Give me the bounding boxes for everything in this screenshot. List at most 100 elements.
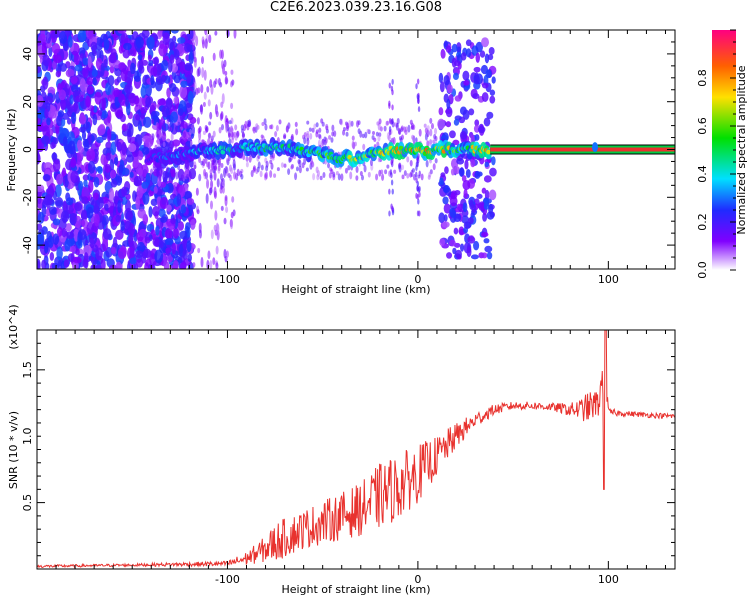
noise-blob [484, 245, 493, 253]
noise-blob [214, 210, 218, 221]
noise-blob [340, 173, 344, 181]
noise-blob [100, 63, 105, 77]
noise-blob [141, 146, 150, 155]
noise-blob [116, 76, 122, 83]
noise-blob [462, 180, 471, 191]
noise-blob [97, 166, 103, 174]
noise-blob [224, 256, 228, 263]
noise-blob [129, 62, 136, 75]
noise-blob [170, 30, 179, 34]
noise-blob [83, 252, 89, 265]
noise-blob [169, 54, 175, 64]
noise-blob [197, 247, 201, 254]
noise-blob [203, 91, 207, 100]
noise-blob [209, 79, 213, 88]
noise-blob [66, 197, 74, 206]
noise-blob [409, 159, 413, 167]
noise-blob [439, 238, 446, 247]
noise-blob [450, 168, 455, 176]
noise-blob [97, 124, 106, 136]
noise-blob [152, 205, 160, 217]
noise-blob [210, 165, 214, 172]
noise-blob [427, 174, 431, 180]
y-tick-label: -40 [21, 236, 34, 254]
noise-blob [94, 91, 102, 105]
noise-blob [121, 167, 130, 176]
noise-blob [491, 76, 496, 84]
noise-blob [328, 135, 332, 140]
noise-blob [388, 100, 391, 107]
noise-blob [388, 129, 392, 136]
noise-blob [118, 92, 123, 104]
noise-blob [453, 166, 461, 175]
y-multiplier-label: (x10^4) [7, 304, 20, 349]
noise-blob [468, 108, 475, 116]
noise-blob [265, 160, 269, 168]
noise-blob [61, 167, 67, 179]
noise-blob [153, 56, 160, 66]
noise-blob [321, 121, 325, 127]
noise-blob [210, 200, 214, 210]
noise-blob [108, 187, 115, 202]
noise-blob [184, 42, 191, 53]
noise-blob [224, 194, 228, 201]
noise-blob [230, 69, 234, 75]
noise-blob [330, 137, 334, 143]
noise-blob [481, 92, 489, 102]
noise-blob [215, 110, 219, 118]
noise-blob [294, 172, 298, 181]
snr-panel: -100 0 100 0.5 1.0 1.5(x10^4) [7, 304, 676, 586]
noise-blob [301, 162, 305, 169]
noise-blob [162, 141, 166, 148]
noise-blob [98, 196, 104, 204]
noise-blob [305, 167, 309, 172]
noise-blob [95, 264, 102, 269]
noise-blob [86, 154, 92, 161]
noise-blob [225, 250, 229, 258]
noise-blob [390, 159, 393, 166]
noise-blob [189, 30, 194, 40]
noise-blob [462, 70, 470, 81]
noise-blob [186, 173, 190, 179]
noise-blob [219, 187, 223, 194]
noise-blob [400, 125, 404, 131]
noise-blob [440, 49, 446, 59]
noise-blob [456, 203, 462, 211]
noise-blob [169, 168, 173, 174]
noise-blob [466, 246, 472, 258]
noise-blob [486, 111, 494, 119]
noise-blob [52, 137, 59, 145]
noise-blob [488, 189, 497, 201]
colorbar-tick-label: 0.0 [696, 261, 709, 279]
noise-blob [197, 127, 201, 134]
noise-blob [82, 66, 89, 79]
noise-blob [471, 204, 477, 214]
noise-blob [162, 132, 166, 137]
noise-blob [470, 159, 476, 168]
noise-blob [144, 236, 151, 244]
noise-blob [219, 49, 223, 59]
noise-blob [105, 82, 112, 96]
noise-blob [92, 192, 99, 201]
noise-blob [101, 214, 110, 226]
noise-blob [48, 45, 53, 58]
noise-blob [66, 231, 75, 239]
noise-blob [377, 135, 381, 142]
noise-blob [81, 130, 87, 141]
noise-blob [166, 142, 170, 147]
noise-blob [295, 128, 299, 136]
noise-blob [215, 262, 219, 269]
noise-blob [390, 179, 394, 186]
noise-blob [376, 121, 380, 126]
noise-blob [453, 242, 461, 248]
noise-blob [59, 62, 67, 72]
noise-blob [209, 111, 213, 120]
noise-blob [117, 199, 122, 213]
noise-blob [132, 190, 137, 202]
noise-blob [160, 216, 168, 223]
x-tick-label: 0 [414, 573, 421, 586]
noise-blob [201, 67, 205, 78]
noise-blob [426, 140, 430, 148]
noise-blob [335, 171, 339, 176]
noise-blob [298, 159, 302, 168]
